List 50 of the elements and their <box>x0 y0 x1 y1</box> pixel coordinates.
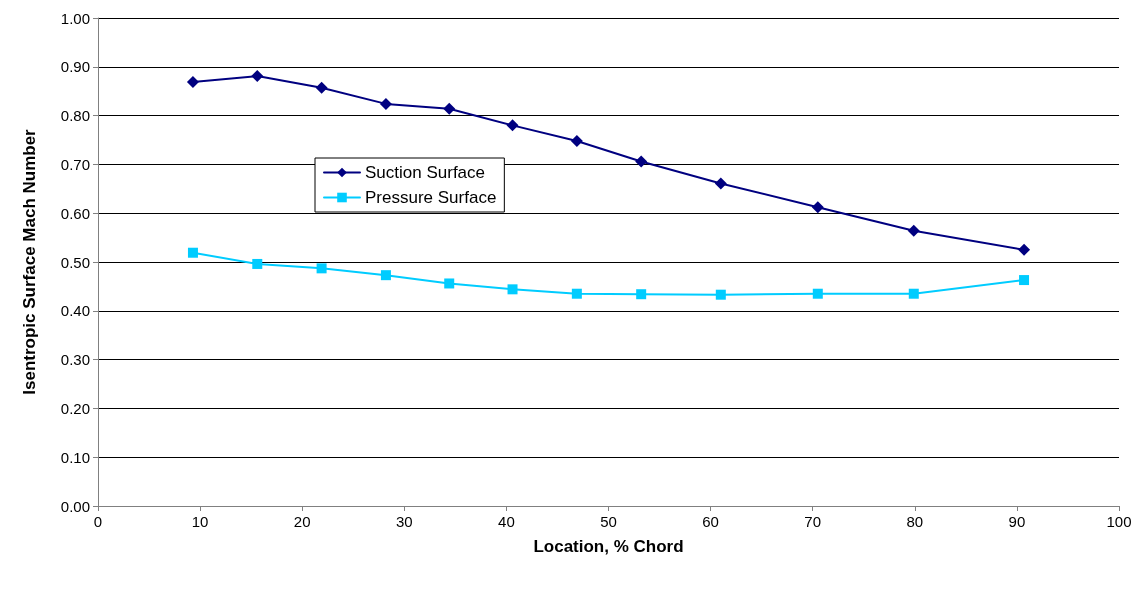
point <box>444 278 455 289</box>
y-tick-label: 0.30 <box>60 351 90 369</box>
y-tick-label: 1.00 <box>60 9 90 27</box>
y-tick-label: 0.60 <box>60 204 90 222</box>
x-tick-label: 30 <box>395 513 413 530</box>
point <box>570 134 583 147</box>
x-tick-label: 80 <box>906 513 924 530</box>
point <box>187 247 198 258</box>
x-axis-title: Location, % Chord <box>533 537 684 556</box>
y-tick-label: 0.00 <box>60 497 90 515</box>
point <box>186 75 199 88</box>
point <box>715 289 726 300</box>
point <box>379 97 392 110</box>
point <box>714 177 727 190</box>
point <box>571 288 582 299</box>
x-tick-label: 90 <box>1008 513 1026 530</box>
legend-label: Pressure Surface <box>365 188 497 207</box>
point <box>380 270 391 281</box>
point <box>315 81 328 94</box>
point <box>443 102 456 115</box>
legend-label: Suction Surface <box>365 163 486 182</box>
point <box>812 288 823 299</box>
point <box>907 224 920 237</box>
x-tick-label: 60 <box>702 513 719 530</box>
x-tick-label: 50 <box>600 513 617 530</box>
point <box>506 119 519 132</box>
x-tick-label: 70 <box>804 513 822 530</box>
point <box>636 289 647 300</box>
y-tick-label: 0.90 <box>60 58 90 76</box>
y-tick-label: 0.40 <box>60 302 90 320</box>
point <box>908 288 919 299</box>
y-tick-label: 0.80 <box>60 107 90 125</box>
x-tick-label: 40 <box>498 513 515 530</box>
point <box>251 70 264 83</box>
x-tick-label: 10 <box>191 513 209 530</box>
y-tick-label: 0.20 <box>60 399 90 417</box>
point <box>635 155 648 168</box>
point <box>252 258 263 269</box>
x-tick-label: 0 <box>93 513 103 530</box>
y-axis-title: Isentropic Surface Mach Number <box>20 128 39 395</box>
y-tick-label: 0.70 <box>60 155 90 173</box>
x-tick-label: 100 <box>1106 513 1132 530</box>
point <box>1018 243 1031 256</box>
x-tick-label: 20 <box>293 513 311 530</box>
point <box>811 201 824 214</box>
point <box>507 284 518 295</box>
point <box>316 263 327 274</box>
point <box>1019 275 1030 286</box>
y-tick-label: 0.50 <box>60 253 90 271</box>
y-tick-label: 0.10 <box>60 448 90 466</box>
